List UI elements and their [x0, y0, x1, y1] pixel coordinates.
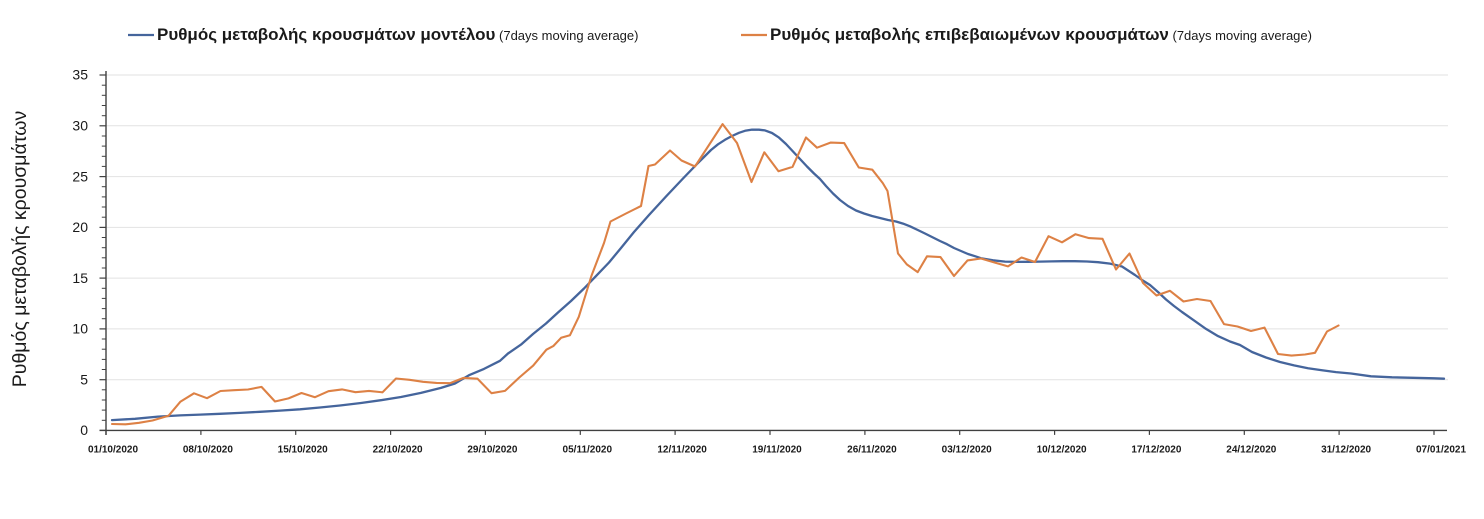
svg-text:Ρυθμός μεταβολής επιβεβαιωμένω: Ρυθμός μεταβολής επιβεβαιωμένων κρουσμάτ…: [770, 25, 1312, 44]
svg-text:08/10/2020: 08/10/2020: [183, 445, 233, 456]
svg-text:30: 30: [72, 118, 88, 134]
svg-text:24/12/2020: 24/12/2020: [1226, 445, 1276, 456]
svg-text:Ρυθμός μεταβολής κρουσμάτων: Ρυθμός μεταβολής κρουσμάτων: [9, 111, 31, 387]
svg-text:22/10/2020: 22/10/2020: [373, 445, 423, 456]
svg-text:26/11/2020: 26/11/2020: [847, 445, 897, 456]
svg-text:31/12/2020: 31/12/2020: [1321, 445, 1371, 456]
svg-text:19/11/2020: 19/11/2020: [752, 445, 802, 456]
svg-text:05/11/2020: 05/11/2020: [563, 445, 613, 456]
svg-text:29/10/2020: 29/10/2020: [467, 445, 517, 456]
svg-text:25: 25: [72, 168, 88, 184]
svg-text:0: 0: [80, 422, 88, 438]
svg-text:01/10/2020: 01/10/2020: [88, 445, 138, 456]
svg-text:20: 20: [72, 219, 88, 235]
svg-text:15/10/2020: 15/10/2020: [278, 445, 328, 456]
svg-text:Ρυθμός μεταβολής κρουσμάτων μο: Ρυθμός μεταβολής κρουσμάτων μοντέλου (7d…: [157, 25, 638, 44]
svg-text:03/12/2020: 03/12/2020: [942, 445, 992, 456]
svg-text:15: 15: [72, 270, 88, 286]
svg-text:35: 35: [72, 67, 88, 83]
svg-text:12/11/2020: 12/11/2020: [657, 445, 707, 456]
svg-text:10: 10: [72, 321, 88, 337]
svg-text:5: 5: [80, 371, 88, 387]
svg-text:07/01/2021: 07/01/2021: [1416, 445, 1466, 456]
svg-text:10/12/2020: 10/12/2020: [1037, 445, 1087, 456]
svg-text:17/12/2020: 17/12/2020: [1131, 445, 1181, 456]
